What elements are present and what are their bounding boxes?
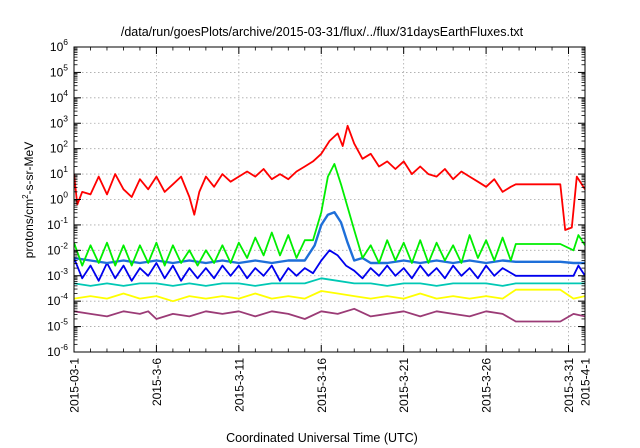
x-tick-labels: 2015-03-1 2015-3-6 2015-3-11 2015-3-16 2015-… <box>68 358 593 413</box>
y-tick-label-base: 10 <box>50 116 64 130</box>
y-tick-label: 10-1 <box>47 215 68 232</box>
y-tick-label: 106 <box>50 37 68 54</box>
y-tick-label: 101 <box>50 164 68 181</box>
y-tick-label-base: 10 <box>47 294 61 308</box>
series-line-1 <box>74 307 585 323</box>
x-tick-label: 2015-3-31 <box>562 358 576 413</box>
y-tick-label: 10-2 <box>47 240 68 257</box>
y-tick-label-exp: -6 <box>60 342 68 352</box>
y-tick-label-base: 10 <box>47 345 61 359</box>
series-line-2 <box>74 288 585 303</box>
y-tick-label: 10-6 <box>47 342 68 359</box>
y-tick-label-exp: -5 <box>60 317 68 327</box>
series-line-7 <box>74 124 585 231</box>
y-tick-label: 10-3 <box>47 266 68 283</box>
chart-title: /data/run/goesPlots/archive/2015-03-31/f… <box>121 25 524 39</box>
y-tick-label: 100 <box>50 190 68 207</box>
y-tick-label-exp: -2 <box>60 240 68 250</box>
y-tick-label-exp: 1 <box>63 164 68 174</box>
y-tick-label-exp: 3 <box>63 113 68 123</box>
y-tick-label: 103 <box>50 113 68 130</box>
y-tick-label-base: 10 <box>50 167 64 181</box>
series-line-6 <box>74 163 585 267</box>
x-tick-label: 2015-3-21 <box>397 358 411 413</box>
series-line-3 <box>74 277 585 287</box>
y-tick-label: 104 <box>50 88 68 105</box>
y-tick-label-exp: 0 <box>63 190 68 200</box>
y-axis-label-base: protons/cm <box>22 199 36 258</box>
y-tick-label-base: 10 <box>47 269 61 283</box>
y-tick-label-exp: 6 <box>63 37 68 47</box>
y-tick-label-base: 10 <box>47 218 61 232</box>
x-tick-label: 2015-03-1 <box>68 358 82 413</box>
y-tick-label-exp: -3 <box>60 266 68 276</box>
series-line-4 <box>74 249 585 282</box>
y-tick-label: 10-4 <box>47 291 68 308</box>
y-tick-label-exp: -4 <box>60 291 68 301</box>
series-layer <box>74 124 585 323</box>
y-tick-label-base: 10 <box>50 193 64 207</box>
ticks <box>73 46 586 353</box>
x-tick-label: 2015-3-6 <box>150 358 164 406</box>
x-tick-label: 2015-4-1 <box>579 358 593 406</box>
series-line-5 <box>74 211 585 265</box>
y-tick-labels: 10610510410310210110010-110-210-310-410-… <box>47 37 68 359</box>
y-tick-label: 102 <box>50 139 68 156</box>
x-tick-label: 2015-3-26 <box>480 358 494 413</box>
y-tick-label-base: 10 <box>50 142 64 156</box>
y-tick-label-exp: 2 <box>63 139 68 149</box>
y-tick-label-base: 10 <box>47 243 61 257</box>
y-tick-label: 105 <box>50 62 68 79</box>
y-axis-label-rest: -s-sr-MeV <box>22 142 36 195</box>
y-tick-label-base: 10 <box>50 65 64 79</box>
y-tick-label-base: 10 <box>50 91 64 105</box>
y-axis-label: protons/cm2-s-sr-MeV <box>21 142 36 258</box>
x-axis-label: Coordinated Universal Time (UTC) <box>226 431 418 445</box>
y-tick-label-exp: -1 <box>60 215 68 225</box>
x-tick-label: 2015-3-11 <box>232 358 246 412</box>
y-tick-label-base: 10 <box>47 320 61 334</box>
x-tick-label: 2015-3-16 <box>315 358 329 413</box>
y-tick-label-exp: 5 <box>63 62 68 72</box>
y-tick-label-base: 10 <box>50 40 64 54</box>
y-tick-label: 10-5 <box>47 317 68 334</box>
y-tick-label-exp: 4 <box>63 88 68 98</box>
y-axis-label-sup: 2 <box>21 194 30 199</box>
